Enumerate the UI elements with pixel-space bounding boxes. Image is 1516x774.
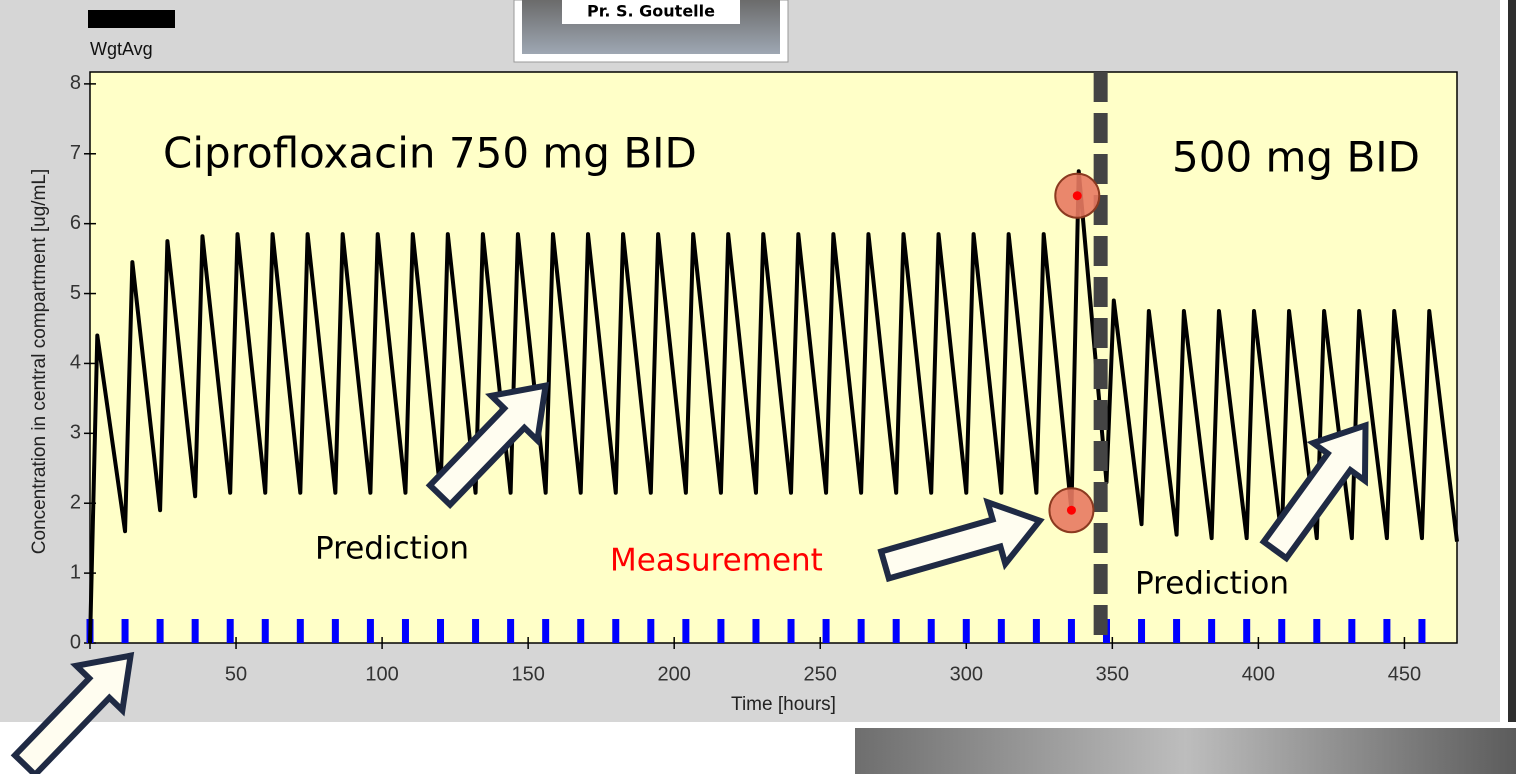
x-axis-label: Time [hours] [731,694,836,715]
dose-marker [507,619,515,643]
dose-marker [1383,619,1391,643]
dose-marker [331,619,339,643]
dose-marker [892,619,900,643]
dose-marker [226,619,234,643]
x-tick-label: 150 [511,663,544,685]
x-tick-label: 300 [950,663,983,685]
legend-swatch [88,10,175,28]
y-tick-label: 5 [70,282,81,304]
y-tick-label: 3 [70,422,81,444]
dose-marker [401,619,409,643]
dose-marker [1138,619,1146,643]
photo-caption: Pr. S. Goutelle [587,2,715,21]
y-tick-label: 8 [70,72,81,94]
dose-marker [191,619,199,643]
y-tick-label: 0 [70,631,81,653]
legend-label: WgtAvg [90,39,153,59]
dose-marker [857,619,865,643]
dose-marker [1418,619,1426,643]
measurement [1066,505,1076,515]
photo-caption-bg [562,0,740,24]
dose-marker [1313,619,1321,643]
dose-marker [1067,619,1075,643]
dose-marker [542,619,550,643]
arrow [425,381,550,509]
y-tick-label: 2 [70,492,81,514]
x-tick-label: 100 [365,663,398,685]
plot: 012345678050100150200250300350400450Time… [29,71,1459,715]
arrow [1259,421,1369,563]
dose-marker [717,619,725,643]
dose-marker [1173,619,1181,643]
edge-strip [1508,0,1516,722]
dose-marker [822,619,830,643]
concentration-line [88,169,1459,644]
annotation: Prediction [1135,566,1289,602]
dose-marker [1032,619,1040,643]
x-tick-label: 350 [1096,663,1129,685]
plot-area [89,71,1458,644]
x-ray-image [855,728,1516,774]
dose-marker [927,619,935,643]
dose-marker [1243,619,1251,643]
dose-marker [366,619,374,643]
annotation: Ciprofloxacin 750 mg BID [163,129,697,178]
dose-marker [156,619,164,643]
x-tick-label: 200 [658,663,691,685]
dose-marker [437,619,445,643]
dose-marker [752,619,760,643]
y-tick-label: 4 [70,352,81,374]
x-tick-label: 400 [1242,663,1275,685]
dose-marker [1348,619,1356,643]
measurement [1072,191,1082,201]
dose-marker [472,619,480,643]
dose-marker [612,619,620,643]
x-tick-label: 250 [804,663,837,685]
arrow [10,651,135,774]
arrow [877,497,1045,583]
dose-marker [682,619,690,643]
annotation: Measurement [610,543,823,579]
dose-marker [1278,619,1286,643]
dose-marker [261,619,269,643]
y-axis-label: Concentration in central compartment [ug… [29,169,50,554]
dose-marker [787,619,795,643]
annotation: 500 mg BID [1172,133,1420,182]
x-tick-label: 450 [1388,663,1421,685]
dose-marker [1208,619,1216,643]
dose-marker [296,619,304,643]
dose-marker [577,619,585,643]
dose-marker [997,619,1005,643]
dose-marker [647,619,655,643]
y-tick-label: 6 [70,212,81,234]
dose-marker [962,619,970,643]
dose-marker [121,619,129,643]
x-tick-label: 50 [225,663,247,685]
y-tick-label: 1 [70,561,81,583]
y-tick-label: 7 [70,142,81,164]
annotation: Prediction [315,531,469,567]
